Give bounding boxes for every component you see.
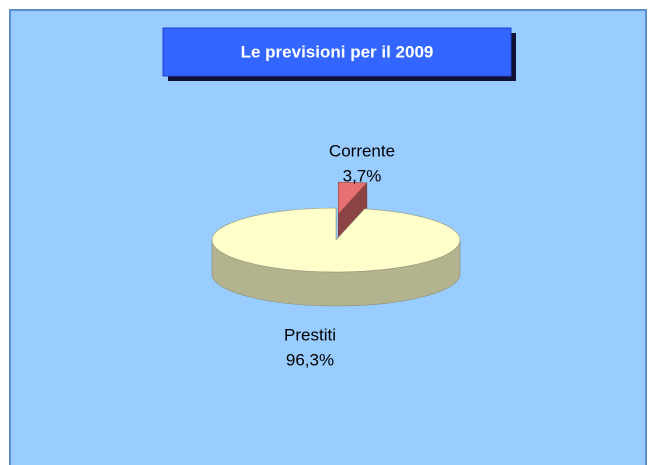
chart-title: Le previsioni per il 2009 <box>241 42 434 61</box>
slice-label: Corrente <box>329 141 395 160</box>
slice <box>338 181 368 215</box>
slice <box>211 207 461 273</box>
slice-label: Prestiti <box>284 325 336 344</box>
slice-value-label: 96,3% <box>286 350 334 369</box>
slice-value-label: 3,7% <box>343 166 382 185</box>
title-box <box>162 27 512 77</box>
pie-tops <box>211 181 461 273</box>
pie <box>211 181 461 307</box>
